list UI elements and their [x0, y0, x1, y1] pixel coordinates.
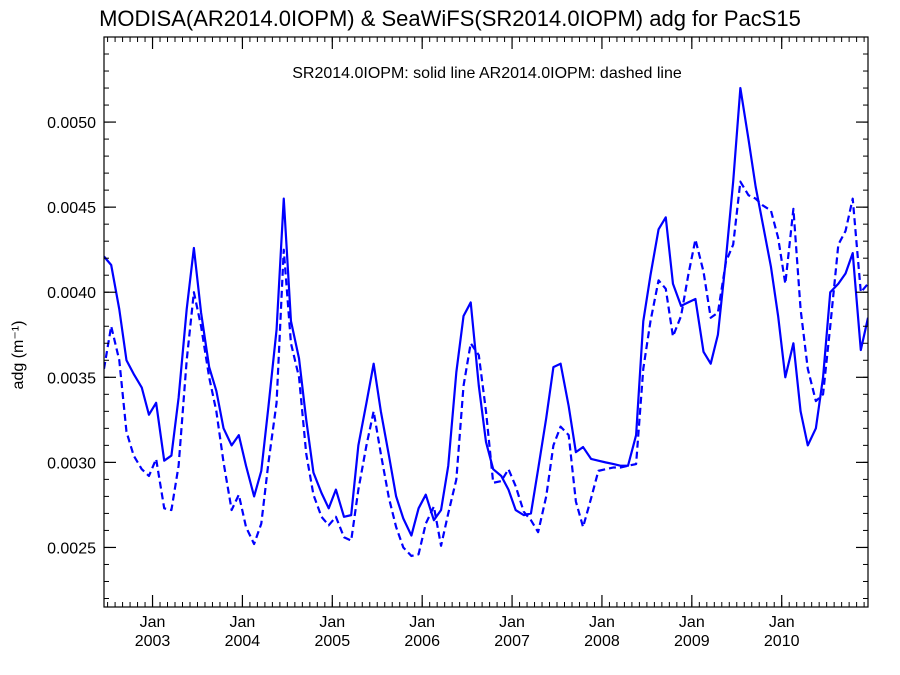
x-tick-label-month: Jan	[589, 614, 615, 631]
x-tick-label-year: 2010	[764, 633, 800, 650]
x-tick-label-month: Jan	[230, 614, 256, 631]
y-tick-label: 0.0045	[47, 200, 96, 217]
x-tick-label-month: Jan	[499, 614, 525, 631]
x-tick-label-year: 2005	[315, 633, 351, 650]
chart-title: MODISA(AR2014.0IOPM) & SeaWiFS(SR2014.0I…	[99, 6, 801, 31]
x-tick-label-month: Jan	[679, 614, 705, 631]
series-line-solid	[104, 86, 868, 537]
x-tick-label-year: 2006	[404, 633, 440, 650]
x-tick-label-month: Jan	[319, 614, 345, 631]
y-tick-label: 0.0050	[47, 115, 96, 132]
series-line-dashed	[104, 180, 868, 558]
axis-ticks	[104, 36, 868, 607]
x-tick-labels: Jan 2003 Jan 2004 Jan 2005 Jan 2006 Jan 2007 Jan 20…	[135, 614, 800, 650]
y-tick-label: 0.0035	[47, 370, 96, 387]
y-tick-labels: 0.0025 0.0030 0.0035 0.0040 0.0045 0.0050	[47, 115, 96, 557]
x-tick-label-year: 2009	[674, 633, 710, 650]
plot-frame	[103, 36, 869, 608]
chart-annotation: SR2014.0IOPM: solid line AR2014.0IOPM: d…	[292, 65, 682, 82]
y-tick-label: 0.0025	[47, 540, 96, 557]
plot-area	[104, 86, 868, 558]
x-tick-label-year: 2003	[135, 633, 171, 650]
x-tick-label-month: Jan	[409, 614, 435, 631]
x-tick-label-month: Jan	[140, 614, 166, 631]
x-tick-label-year: 2007	[494, 633, 530, 650]
x-tick-label-year: 2004	[225, 633, 261, 650]
y-axis-label: adg (m⁻¹)	[10, 321, 27, 390]
y-tick-label: 0.0030	[47, 455, 96, 472]
x-tick-label-month: Jan	[769, 614, 795, 631]
y-tick-label: 0.0040	[47, 285, 96, 302]
x-tick-label-year: 2008	[584, 633, 620, 650]
